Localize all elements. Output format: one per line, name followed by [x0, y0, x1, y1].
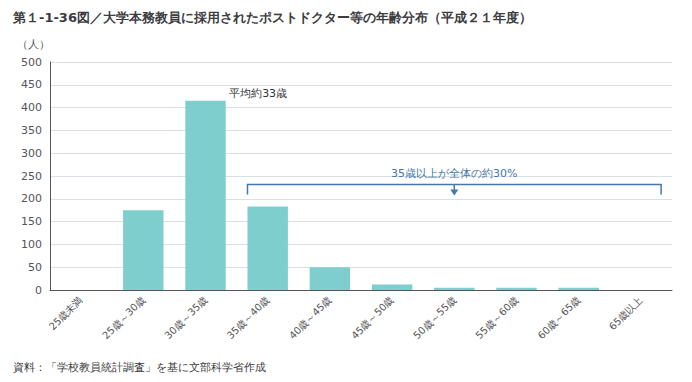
svg-text:300: 300 [21, 147, 42, 160]
svg-text:0: 0 [35, 284, 42, 297]
svg-text:150: 150 [21, 215, 42, 228]
svg-text:25歳未満: 25歳未満 [47, 294, 85, 332]
svg-text:50: 50 [28, 261, 42, 274]
svg-text:55歳～60歳: 55歳～60歳 [473, 294, 520, 341]
svg-text:450: 450 [21, 78, 42, 91]
svg-text:（人）: （人） [17, 38, 50, 51]
svg-text:30歳～35歳: 30歳～35歳 [162, 294, 209, 341]
svg-text:資料：「学校教員統計調査」を基に文部科学省作成: 資料：「学校教員統計調査」を基に文部科学省作成 [13, 361, 266, 374]
svg-text:350: 350 [21, 124, 42, 137]
svg-text:平均約33歳: 平均約33歳 [229, 87, 287, 100]
svg-text:65歳以上: 65歳以上 [607, 294, 645, 332]
svg-text:45歳～50歳: 45歳～50歳 [349, 294, 396, 341]
svg-text:100: 100 [21, 238, 42, 251]
svg-text:第１-1-36図／大学本務教員に採用されたポストドクター等の: 第１-1-36図／大学本務教員に採用されたポストドクター等の年齢分布（平成２１年… [12, 10, 532, 25]
svg-text:60歳～65歳: 60歳～65歳 [536, 294, 583, 341]
svg-text:250: 250 [21, 170, 42, 183]
svg-text:400: 400 [21, 101, 42, 114]
svg-text:200: 200 [21, 192, 42, 205]
svg-text:500: 500 [21, 56, 42, 69]
svg-text:40歳～45歳: 40歳～45歳 [287, 294, 334, 341]
svg-text:35歳～40歳: 35歳～40歳 [225, 294, 272, 341]
svg-text:35歳以上が全体の約30%: 35歳以上が全体の約30% [391, 167, 517, 180]
svg-text:50歳～55歳: 50歳～55歳 [411, 294, 458, 341]
svg-text:25歳～30歳: 25歳～30歳 [100, 294, 147, 341]
